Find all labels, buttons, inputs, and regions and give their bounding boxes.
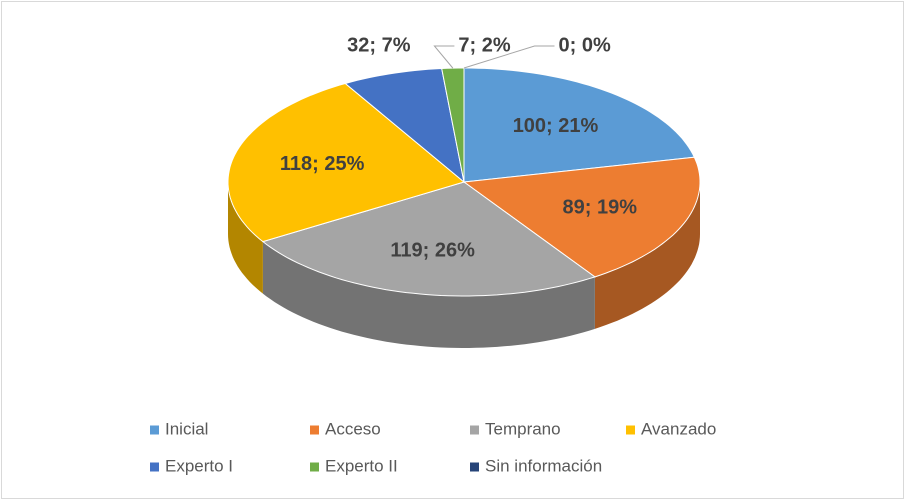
legend-label: Acceso <box>325 419 381 438</box>
leader-line <box>433 45 455 69</box>
legend-swatch <box>470 425 479 435</box>
legend-label: Experto II <box>325 456 398 475</box>
legend-swatch <box>310 462 319 472</box>
slice-side <box>594 182 700 329</box>
slice <box>261 181 597 297</box>
data-label: 100; 21% <box>513 115 599 137</box>
data-label: 32; 7% <box>347 34 411 56</box>
legend-swatch <box>626 425 635 435</box>
slice <box>463 67 696 183</box>
data-label: 7; 2% <box>458 34 510 56</box>
slice <box>462 156 701 278</box>
legend-swatch <box>470 462 479 472</box>
data-label: 119; 26% <box>390 239 475 261</box>
data-label: 0; 0% <box>559 34 611 56</box>
legend-label: Inicial <box>165 419 208 438</box>
legend-label: Avanzado <box>641 419 716 438</box>
slice <box>344 67 465 184</box>
slice <box>227 82 466 243</box>
legend-label: Temprano <box>485 419 561 438</box>
legend-swatch <box>310 425 319 435</box>
legend-label: Experto I <box>165 456 233 475</box>
legend-label: Sin información <box>485 456 602 475</box>
data-label: 89; 19% <box>563 197 638 219</box>
leader-line <box>463 45 555 69</box>
legend-swatch <box>150 425 159 435</box>
slice-side <box>228 182 263 294</box>
data-label: 118; 25% <box>280 153 365 175</box>
legend-swatch <box>150 462 159 472</box>
